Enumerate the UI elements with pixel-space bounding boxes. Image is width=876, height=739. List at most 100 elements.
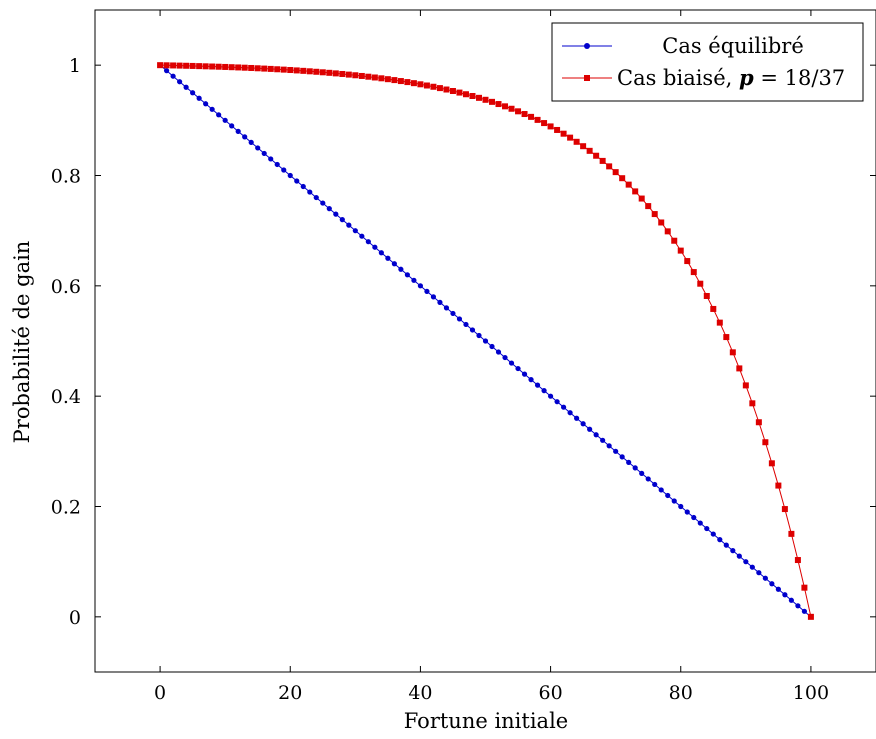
data-point: [469, 92, 476, 99]
plot-frame: [94, 9, 876, 673]
data-point: [228, 64, 235, 71]
data-point: [410, 80, 417, 87]
data-point: [320, 200, 326, 206]
data-point: [573, 138, 580, 145]
data-point: [690, 269, 697, 276]
x-tick-label: 40: [408, 682, 432, 704]
data-point: [782, 592, 788, 598]
data-point: [534, 116, 541, 123]
data-point: [580, 421, 586, 427]
data-point: [788, 530, 795, 537]
data-point: [476, 332, 482, 339]
data-point: [196, 63, 203, 70]
data-point: [391, 77, 398, 84]
data-point: [489, 98, 496, 105]
data-point: [267, 65, 274, 72]
data-point: [398, 266, 404, 272]
data-point: [704, 525, 710, 532]
series-layer: [157, 62, 814, 620]
data-point: [326, 69, 333, 76]
data-point: [371, 74, 378, 81]
data-point: [541, 120, 548, 127]
data-point: [261, 150, 267, 157]
data-point: [163, 62, 170, 69]
data-point: [612, 169, 619, 176]
data-point: [242, 134, 248, 140]
data-point: [801, 584, 808, 591]
legend-label-biased-p: p: [739, 65, 754, 90]
data-point: [600, 437, 606, 443]
data-point: [397, 78, 404, 85]
data-point: [528, 113, 535, 120]
data-point: [287, 67, 294, 74]
data-point: [358, 72, 365, 79]
data-point: [489, 343, 495, 350]
legend-label-biased-text: Cas biaisé,: [617, 66, 739, 90]
data-point: [632, 465, 638, 471]
data-point: [306, 68, 313, 75]
data-point: [807, 613, 814, 620]
data-point: [710, 305, 717, 312]
data-point: [730, 548, 736, 554]
data-point: [638, 195, 645, 202]
data-point: [534, 382, 541, 388]
data-point: [391, 261, 397, 267]
y-tick-label: 0: [69, 607, 81, 629]
data-point: [183, 62, 190, 69]
data-point: [749, 400, 756, 407]
data-point: [652, 481, 658, 488]
data-point: [443, 305, 450, 311]
data-point: [365, 239, 371, 245]
data-point: [554, 126, 561, 133]
x-tick-label: 80: [669, 682, 693, 704]
data-point: [300, 67, 307, 74]
data-point: [450, 310, 456, 317]
data-point: [365, 73, 372, 80]
data-point: [417, 81, 424, 88]
data-point: [775, 482, 782, 489]
data-point: [261, 65, 268, 72]
legend-box: [551, 22, 864, 102]
data-point: [625, 181, 632, 188]
data-point: [378, 75, 385, 82]
data-point: [248, 64, 255, 71]
data-point: [495, 349, 502, 355]
data-point: [710, 531, 716, 537]
data-point: [411, 277, 417, 283]
data-point: [574, 415, 580, 421]
y-tick-label: 0.4: [51, 386, 81, 408]
data-point: [339, 70, 346, 77]
data-point: [723, 542, 729, 548]
data-point: [495, 101, 502, 108]
data-point: [307, 189, 313, 195]
data-point: [293, 67, 300, 74]
data-point: [333, 211, 339, 217]
x-tick-label: 0: [154, 682, 166, 704]
data-point: [378, 250, 384, 256]
data-point: [209, 106, 215, 112]
data-point: [404, 79, 411, 86]
data-point: [716, 319, 723, 326]
data-point: [528, 377, 534, 383]
data-point: [788, 597, 794, 603]
data-point: [762, 575, 768, 581]
data-point: [795, 603, 801, 609]
data-point: [437, 299, 443, 305]
data-point: [326, 206, 332, 212]
data-point: [561, 404, 567, 410]
data-point: [678, 503, 684, 510]
data-point: [729, 349, 736, 356]
x-tick-label: 60: [538, 682, 562, 704]
data-point: [742, 382, 749, 389]
data-point: [639, 470, 645, 476]
data-point: [423, 82, 430, 89]
data-point: [645, 476, 651, 482]
data-point: [599, 157, 606, 164]
data-point: [216, 112, 222, 118]
data-point: [756, 570, 762, 576]
series-biased: [157, 62, 814, 620]
y-tick-label: 0.8: [51, 166, 81, 188]
legend-marker-biased: [584, 75, 590, 81]
data-point: [541, 388, 547, 394]
